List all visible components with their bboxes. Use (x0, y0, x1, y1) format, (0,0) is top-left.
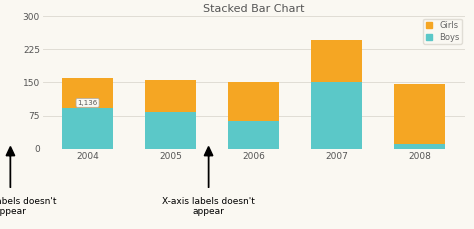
Bar (145, 80, 196, 112)
Bar (62, 78, 113, 108)
Bar (145, 112, 196, 149)
Bar (311, 82, 362, 149)
Bar (394, 84, 446, 144)
Bar (394, 144, 446, 149)
Bar (228, 121, 279, 149)
Bar (311, 40, 362, 82)
Bar (62, 108, 113, 149)
Text: y-axis labels doesn't
appear: y-axis labels doesn't appear (0, 197, 57, 216)
Legend: Girls, Boys: Girls, Boys (423, 19, 462, 44)
Text: 1,136: 1,136 (77, 100, 98, 106)
Title: Stacked Bar Chart: Stacked Bar Chart (203, 4, 304, 14)
Text: X-axis labels doesn't
appear: X-axis labels doesn't appear (162, 197, 255, 216)
Bar (228, 82, 279, 121)
